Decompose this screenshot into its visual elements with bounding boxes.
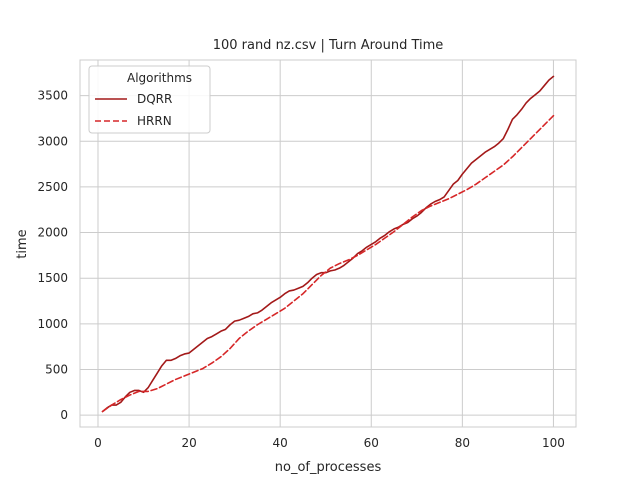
y-tick-label: 1000 [37, 317, 68, 331]
y-tick-label: 2000 [37, 226, 68, 240]
y-tick-label: 0 [60, 408, 68, 422]
legend: Algorithms DQRR HRRN [88, 65, 211, 134]
y-tick-label: 3500 [37, 89, 68, 103]
x-tick-label: 20 [181, 436, 196, 450]
x-axis-title: no_of_processes [275, 460, 382, 475]
legend-label-dqrr: DQRR [137, 92, 172, 106]
chart-title: 100 rand nz.csv | Turn Around Time [213, 38, 444, 53]
x-tick-label: 60 [364, 436, 379, 450]
legend-label-hrrn: HRRN [137, 114, 172, 128]
series-line-hrrn [101, 114, 555, 413]
y-tick-label: 3000 [37, 134, 68, 148]
legend-title: Algorithms [127, 71, 192, 85]
x-tick-label: 0 [94, 436, 102, 450]
series-line-dqrr [101, 75, 555, 413]
plot-frame [79, 59, 577, 428]
y-tick-label: 2500 [37, 180, 68, 194]
y-tick-label: 1500 [37, 271, 68, 285]
y-axis-title: time [15, 229, 30, 258]
x-tick-label: 100 [542, 436, 565, 450]
x-tick-label: 80 [455, 436, 470, 450]
legend-box [88, 65, 211, 134]
x-tick-label: 40 [273, 436, 288, 450]
y-tick-label: 500 [45, 362, 68, 376]
